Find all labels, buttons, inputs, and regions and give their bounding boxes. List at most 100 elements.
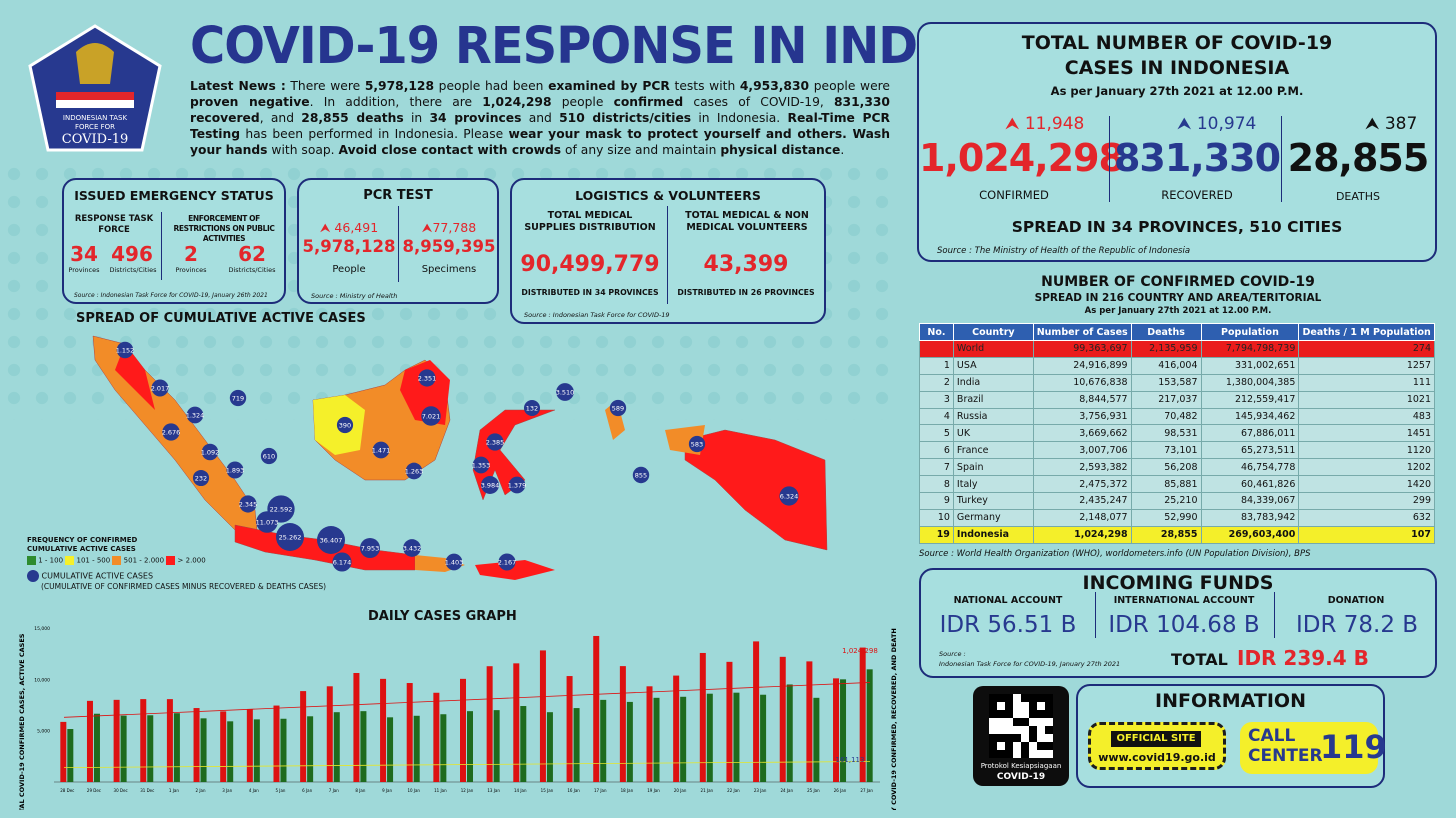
map-marker-circle — [226, 461, 244, 479]
deaths-increase: ⮝ 387 — [1365, 114, 1417, 134]
x-tick-label: 28 Dec — [60, 788, 74, 793]
call-center-button[interactable]: CALL CENTER 119 — [1240, 722, 1387, 774]
overlay-active-label: 161,113 — [836, 756, 865, 764]
map-marker-label: 719 — [232, 395, 244, 403]
news-text: has been performed in Indonesia. Please — [240, 127, 509, 141]
table-cell: 107 — [1298, 525, 1435, 544]
bar-confirmed — [113, 699, 120, 782]
map-marker-circle — [276, 523, 304, 551]
news-text: There were — [285, 79, 365, 93]
news-text: examined by PCR — [548, 79, 670, 93]
legend-title: FREQUENCY OF CONFIRMED — [27, 536, 138, 544]
up-arrow-icon: ⮝ — [1177, 114, 1197, 134]
donation-label: DONATION — [1327, 595, 1385, 606]
x-tick-label: 6 Jan — [302, 788, 312, 793]
qr-code-card[interactable]: Protokol Kesiapsiagaan COVID-19 — [973, 686, 1069, 786]
legend-colors: 1 - 100 101 - 500 501 - 2.000 > 2.000 — [27, 556, 326, 566]
emergency-unit: Provinces — [175, 266, 207, 274]
bar-recovered — [467, 711, 473, 782]
table-cell: 52,990 — [1130, 508, 1202, 527]
bar-recovered — [67, 729, 74, 782]
official-site-button[interactable]: OFFICIAL SITE www.covid19.go.id — [1088, 722, 1226, 770]
x-tick-label: 30 Dec — [114, 788, 128, 793]
indonesia-map: 1.152 2.017 1.324 2.676 719 1.092 610 1.893 232 2… — [92, 335, 828, 580]
call-center-number: 119 — [1320, 728, 1387, 766]
bar-confirmed — [246, 709, 253, 782]
bar-confirmed — [193, 708, 200, 782]
table-cell: 98,531 — [1130, 424, 1202, 443]
official-site-url[interactable]: www.covid19.go.id — [1098, 751, 1216, 764]
bar-recovered — [280, 718, 287, 782]
map-marker-label: 1.324 — [186, 412, 205, 420]
incoming-funds-box: INCOMING FUNDS NATIONAL ACCOUNT INTERNAT… — [919, 568, 1437, 678]
table-cell: 1420 — [1298, 475, 1435, 494]
emergency-value: 34 — [70, 242, 98, 266]
news-label: Latest News : — [190, 79, 286, 93]
x-tick-label: 8 Jan — [355, 788, 365, 793]
map-marker-circle — [332, 552, 352, 572]
news-text: tests with — [669, 79, 740, 93]
table-cell: 1120 — [1298, 441, 1435, 460]
x-tick-label: 15 Jan — [541, 788, 554, 793]
region-papua — [684, 429, 828, 551]
news-text: 831,330 recovered — [190, 95, 890, 125]
table-cell: Germany — [952, 508, 1034, 527]
news-text: . In addition, there are — [309, 95, 483, 109]
bar-recovered — [653, 697, 660, 782]
legend-label: 1 - 100 — [38, 556, 64, 565]
legend-swatch-3 — [112, 556, 122, 565]
legend-swatch-4 — [166, 556, 176, 565]
world-source: Source : World Health Organization (WHO)… — [919, 549, 1311, 559]
task-force-logo: INDONESIAN TASK FORCE FOR COVID-19 — [28, 24, 162, 152]
map-marker-label: 7.021 — [422, 413, 441, 421]
map-marker-label: 589 — [612, 405, 624, 413]
x-tick-label: 21 Jan — [701, 788, 714, 793]
table-cell: 24,916,899 — [1032, 356, 1132, 375]
x-tick-label: 11 Jan — [434, 788, 447, 793]
map-marker-label: 22.592 — [270, 506, 293, 514]
table-cell: 28,855 — [1130, 525, 1202, 544]
bar-confirmed — [220, 711, 227, 782]
international-account-value: IDR 104.68 B — [1108, 612, 1260, 638]
table-cell: 1,380,004,385 — [1200, 373, 1300, 392]
pcr-increase: ⮝77,788 — [399, 220, 499, 236]
map-marker-label: 1.353 — [472, 462, 491, 470]
map-marker-label: 1.471 — [372, 447, 391, 455]
map-marker-label: 2.385 — [486, 439, 505, 447]
news-text: physical distance — [720, 143, 841, 157]
total-asof: As per January 27th 2021 at 12.00 P.M. — [1050, 84, 1304, 98]
bar-confirmed — [326, 686, 333, 782]
table-cell: 70,482 — [1130, 407, 1202, 426]
bar-recovered — [173, 713, 180, 782]
news-text: in Indonesia. — [691, 111, 788, 125]
recovered-increase: ⮝ 10,974 — [1177, 114, 1256, 134]
news-text: wear your mask to protect yourself and o… — [190, 127, 890, 157]
table-cell: 2,593,382 — [1032, 458, 1132, 477]
bar-confirmed — [300, 691, 307, 782]
legend-circle-row: CUMULATIVE ACTIVE CASES — [27, 569, 326, 582]
bar-recovered — [600, 699, 607, 782]
logo-text-2: FORCE FOR — [75, 123, 115, 131]
legend-title: CUMULATIVE ACTIVE CASES — [27, 545, 136, 553]
map-marker-label: 1.893 — [226, 467, 245, 475]
pcr-increase-value: 46,491 — [334, 220, 379, 235]
table-cell: 84,339,067 — [1200, 492, 1300, 510]
x-tick-label: 29 Dec — [87, 788, 101, 793]
x-tick-label: 17 Jan — [594, 788, 607, 793]
table-cell: USA — [952, 356, 1034, 375]
recovered-increase-value: 10,974 — [1196, 114, 1257, 134]
news-text: Avoid close contact with crowds — [338, 143, 562, 157]
daily-cases-chart: TOTAL COVID-19 CONFIRMED CASES, ACTIVE C… — [18, 626, 898, 810]
table-cell: 269,603,400 — [1200, 525, 1300, 544]
table-cell: 111 — [1298, 373, 1435, 392]
legend-label: 101 - 500 — [76, 556, 111, 565]
table-cell: 1257 — [1298, 356, 1435, 375]
pcr-specimen-label: Specimens — [421, 264, 477, 275]
emergency-unit: Districts/Cities — [109, 266, 157, 274]
map-marker-circle — [632, 466, 650, 484]
table-cell: World — [952, 340, 1034, 358]
world-asof: As per January 27th 2021 at 12.00 P.M. — [1084, 306, 1272, 316]
map-marker-circle — [360, 538, 380, 558]
map-marker-circle — [403, 539, 421, 557]
bar-recovered — [253, 719, 260, 782]
